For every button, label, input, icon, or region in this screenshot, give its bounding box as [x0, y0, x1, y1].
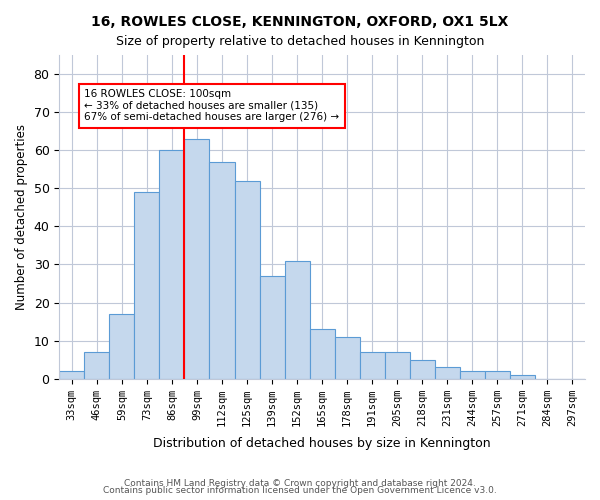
Bar	[335, 337, 359, 378]
Bar	[460, 371, 485, 378]
Text: Contains public sector information licensed under the Open Government Licence v3: Contains public sector information licen…	[103, 486, 497, 495]
Bar	[310, 329, 335, 378]
Text: Contains HM Land Registry data © Crown copyright and database right 2024.: Contains HM Land Registry data © Crown c…	[124, 478, 476, 488]
Bar	[109, 314, 134, 378]
Bar	[284, 260, 310, 378]
Text: 16, ROWLES CLOSE, KENNINGTON, OXFORD, OX1 5LX: 16, ROWLES CLOSE, KENNINGTON, OXFORD, OX…	[91, 15, 509, 29]
Bar	[410, 360, 435, 378]
Bar	[184, 139, 209, 378]
Text: Size of property relative to detached houses in Kennington: Size of property relative to detached ho…	[116, 35, 484, 48]
Bar	[85, 352, 109, 378]
X-axis label: Distribution of detached houses by size in Kennington: Distribution of detached houses by size …	[154, 437, 491, 450]
Bar	[260, 276, 284, 378]
Bar	[59, 371, 85, 378]
Bar	[160, 150, 184, 378]
Bar	[209, 162, 235, 378]
Text: 16 ROWLES CLOSE: 100sqm
← 33% of detached houses are smaller (135)
67% of semi-d: 16 ROWLES CLOSE: 100sqm ← 33% of detache…	[85, 90, 340, 122]
Bar	[235, 180, 260, 378]
Bar	[510, 375, 535, 378]
Bar	[134, 192, 160, 378]
Y-axis label: Number of detached properties: Number of detached properties	[15, 124, 28, 310]
Bar	[485, 371, 510, 378]
Bar	[435, 367, 460, 378]
Bar	[385, 352, 410, 378]
Bar	[359, 352, 385, 378]
